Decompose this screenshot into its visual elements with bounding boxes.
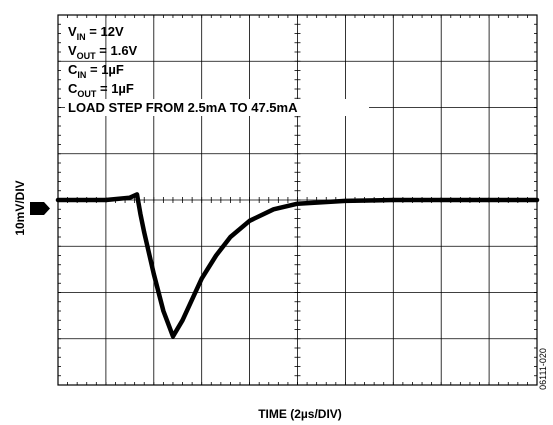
annotation-value: = 12V (86, 24, 124, 39)
channel-marker-label: 1 (34, 204, 40, 216)
annotation-value: = 1µF (96, 81, 134, 96)
annotation-line: COUT = 1µF (68, 81, 134, 99)
annotation-line: LOAD STEP FROM 2.5mA TO 47.5mA (68, 100, 298, 115)
annotation-symbol: LOAD STEP FROM 2.5mA TO 47.5mA (68, 100, 298, 115)
annotation-symbol: C (68, 62, 78, 77)
annotation-line: CIN = 1µF (68, 62, 124, 80)
channel-marker: 1 (30, 202, 50, 216)
x-axis-label: TIME (2µs/DIV) (258, 407, 342, 421)
annotation-subscript: OUT (77, 51, 97, 61)
annotation-subscript: IN (77, 70, 86, 80)
series-trace (58, 193, 537, 338)
annotation-subscript: OUT (77, 89, 97, 99)
channel-marker-shape (30, 202, 50, 215)
annotation-symbol: V (68, 43, 77, 58)
data-series (55, 192, 540, 339)
annotation-symbol: C (68, 81, 78, 96)
annotation-symbol: V (68, 24, 77, 39)
annotation-background (65, 99, 369, 116)
annotation-line: VOUT = 1.6V (68, 43, 138, 61)
y-axis-label: 10mV/DIV (13, 180, 27, 235)
annotation-value: = 1µF (86, 62, 124, 77)
annotation-line: VIN = 12V (68, 24, 124, 42)
annotation-value: = 1.6V (96, 43, 138, 58)
annotation-subscript: IN (77, 32, 86, 42)
figure-id: 06111-020 (538, 348, 548, 390)
